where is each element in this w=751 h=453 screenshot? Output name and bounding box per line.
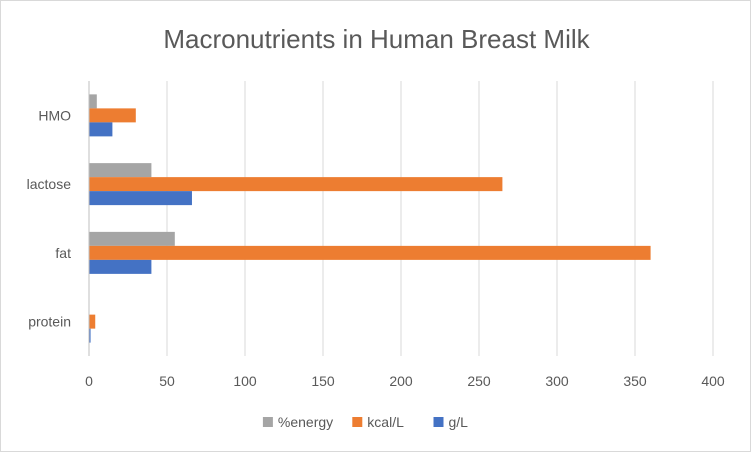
bar: [89, 177, 503, 192]
legend-swatch: [262, 417, 273, 427]
labels: 0 50 100 150 200 250 300 350 400 HMO lactose fat pro…: [27, 107, 725, 389]
legend: %energy kcal/L g/L: [262, 414, 469, 430]
y-tick-label: fat: [55, 245, 71, 261]
bar: [89, 259, 152, 274]
x-tick-label: 100: [233, 373, 257, 389]
x-tick-label: 150: [311, 373, 335, 389]
bar: [89, 122, 113, 137]
x-tick-label: 200: [389, 373, 413, 389]
x-tick-label: 250: [467, 373, 491, 389]
legend-label: g/L: [449, 414, 469, 430]
bar: [89, 231, 175, 246]
bar: [89, 108, 136, 123]
y-tick-label: HMO: [38, 107, 71, 123]
legend-swatch: [352, 417, 363, 427]
x-tick-label: 400: [701, 373, 725, 389]
x-tick-label: 0: [85, 373, 93, 389]
bar: [89, 94, 97, 109]
x-tick-label: 350: [623, 373, 647, 389]
x-tick-label: 300: [545, 373, 569, 389]
x-tick-label: 50: [159, 373, 175, 389]
bar: [89, 163, 152, 178]
chart-title: Macronutrients in Human Breast Milk: [163, 24, 590, 54]
bar: [89, 314, 96, 329]
gridlines: [166, 81, 714, 356]
bar: [89, 328, 91, 343]
y-tick-label: lactose: [27, 176, 72, 192]
legend-label: %energy: [278, 414, 333, 430]
bar: [89, 245, 651, 260]
bar: [89, 191, 192, 206]
legend-swatch: [433, 417, 444, 427]
bars: [89, 94, 651, 343]
y-tick-label: protein: [28, 314, 71, 330]
legend-label: kcal/L: [367, 414, 404, 430]
